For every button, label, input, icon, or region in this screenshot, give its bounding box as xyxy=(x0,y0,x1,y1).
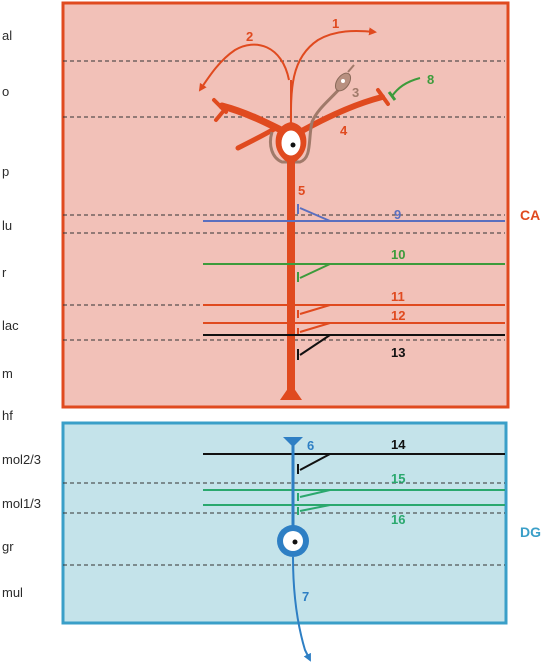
layer-label-lu: lu xyxy=(2,218,12,233)
number-1: 1 xyxy=(332,16,339,31)
layer-label-p: p xyxy=(2,164,9,179)
number-2: 2 xyxy=(246,29,253,44)
number-14: 14 xyxy=(391,437,406,452)
number-16: 16 xyxy=(391,512,405,527)
layer-label-mol13: mol1/3 xyxy=(2,496,41,511)
layer-label-gr: gr xyxy=(2,539,14,554)
layer-label-o: o xyxy=(2,84,9,99)
number-9: 9 xyxy=(394,207,401,222)
region-label-dg: DG xyxy=(520,524,541,540)
number-3: 3 xyxy=(352,85,359,100)
number-13: 13 xyxy=(391,345,405,360)
number-6: 6 xyxy=(307,438,314,453)
granule-nucleus xyxy=(293,540,298,545)
number-8: 8 xyxy=(427,72,434,87)
number-4: 4 xyxy=(340,123,348,138)
layer-label-m: m xyxy=(2,366,13,381)
basket-cell-nucleus xyxy=(341,79,345,83)
number-5: 5 xyxy=(298,183,305,198)
pyramidal-soma-inner xyxy=(281,130,301,156)
layer-label-r: r xyxy=(2,265,7,280)
number-15: 15 xyxy=(391,471,405,486)
layer-label-lac: lac xyxy=(2,318,19,333)
ca-region xyxy=(63,3,508,407)
pyramidal-nucleus xyxy=(291,143,296,148)
layer-label-mul: mul xyxy=(2,585,23,600)
region-label-ca: CA xyxy=(520,207,540,223)
layer-label-mol23: mol2/3 xyxy=(2,452,41,467)
number-7: 7 xyxy=(302,589,309,604)
number-11: 11 xyxy=(391,289,405,304)
number-12: 12 xyxy=(391,308,405,323)
layer-label-al: al xyxy=(2,28,12,43)
layer-label-hf: hf xyxy=(2,408,13,423)
number-10: 10 xyxy=(391,247,405,262)
